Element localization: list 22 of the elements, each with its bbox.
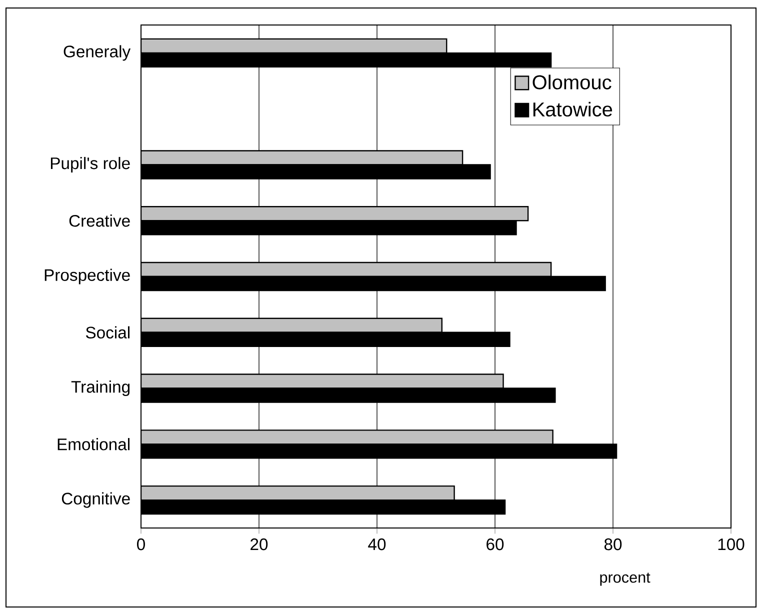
x-tick-label: 100: [718, 538, 744, 550]
x-axis-title: procent: [600, 572, 650, 586]
bar: [141, 262, 552, 278]
y-tick-label: Cognitive: [62, 492, 130, 508]
bar: [141, 206, 529, 222]
bar: [141, 485, 455, 501]
y-tick-label: Emotional: [58, 438, 130, 450]
x-tick-label: 20: [250, 538, 268, 550]
x-tick-label: 60: [486, 538, 504, 550]
y-tick-label: Training: [71, 380, 130, 396]
x-tick-label: 0: [137, 538, 145, 550]
legend-label: Olomouc: [532, 74, 612, 90]
y-tick-label: Generaly: [64, 45, 131, 61]
bar: [141, 38, 448, 54]
y-tick-label: Pupil's role: [50, 156, 130, 172]
x-tick-label: 80: [604, 538, 622, 550]
x-tick-label: 40: [368, 538, 386, 550]
y-tick-label: Social: [86, 326, 130, 339]
legend-label: Katowice: [533, 102, 612, 117]
y-tick-label: Prospective: [44, 268, 130, 284]
bar: [141, 318, 442, 333]
y-tick-label: Creative: [69, 214, 130, 227]
